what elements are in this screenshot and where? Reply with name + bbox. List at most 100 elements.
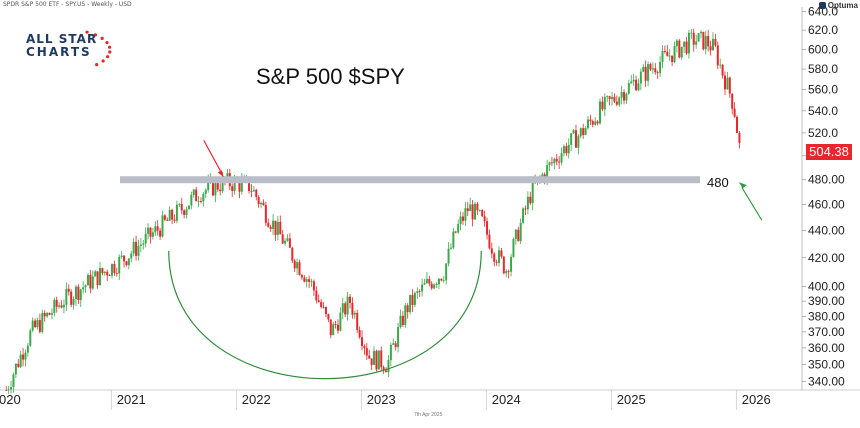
optuma-icon <box>818 2 826 9</box>
candle-body <box>207 180 210 190</box>
candle-body <box>685 41 688 54</box>
candle-body <box>370 358 373 365</box>
candle-body <box>522 208 525 223</box>
candle-body <box>474 203 476 220</box>
logo-star <box>100 36 104 40</box>
candle-body <box>586 119 589 129</box>
candle-body <box>632 79 635 82</box>
candle-body <box>195 189 198 202</box>
candle-body <box>327 314 330 320</box>
candle-body <box>84 285 87 288</box>
candle-body <box>505 271 508 274</box>
candle-body <box>147 227 150 234</box>
candle-body <box>567 144 570 154</box>
y-tick-label: 420.00 <box>808 251 845 265</box>
y-tick-label: 520.0 <box>808 126 838 140</box>
candle-body <box>41 313 44 332</box>
candle-body <box>178 204 181 205</box>
candle-body <box>399 315 402 328</box>
candle-body <box>709 46 712 51</box>
candle-body <box>349 296 351 303</box>
candle-body <box>368 355 371 359</box>
candle-body <box>577 136 580 148</box>
candle-body <box>495 261 498 263</box>
logo-star <box>108 50 112 54</box>
candle-body <box>651 68 654 70</box>
candle-body <box>303 277 306 282</box>
candle-body <box>654 68 657 73</box>
candle-body <box>637 83 640 91</box>
candle-body <box>219 189 222 192</box>
candle-body <box>82 287 85 290</box>
logo-star <box>101 59 105 63</box>
candle-body <box>286 238 289 241</box>
candle-body <box>608 96 611 100</box>
candle-body <box>123 255 126 262</box>
candle-body <box>269 226 272 229</box>
candle-body <box>591 121 594 125</box>
candle-body <box>620 92 623 98</box>
candle-body <box>127 258 130 266</box>
candle-body <box>137 245 140 256</box>
y-tick-label: 360.00 <box>808 341 845 355</box>
candle-body <box>317 300 320 302</box>
candle-body <box>257 196 260 205</box>
candle-body <box>630 81 633 84</box>
candle-body <box>322 306 325 308</box>
y-tick-label: 640.0 <box>808 5 838 19</box>
red-arrow-shaft <box>203 140 223 174</box>
candle-body <box>469 204 472 212</box>
candle-body <box>690 32 693 34</box>
candle-body <box>31 320 34 331</box>
candle-body <box>555 158 558 162</box>
y-tick-label: 600.0 <box>808 42 838 56</box>
support-arc <box>168 250 482 380</box>
candle-body <box>728 77 731 94</box>
candle-body <box>238 181 241 192</box>
candle-body <box>373 350 376 365</box>
candle-body <box>649 64 652 70</box>
x-tick-label: 2025 <box>617 392 646 407</box>
logo-star <box>85 30 89 34</box>
candle-body <box>65 288 68 305</box>
candle-body <box>680 46 683 58</box>
candle-body <box>382 367 385 371</box>
candle-body <box>726 77 729 90</box>
candle-body <box>279 221 282 235</box>
candle-body <box>211 178 214 196</box>
candle-body <box>714 38 717 46</box>
candle-body <box>490 248 493 254</box>
candle-body <box>361 337 364 347</box>
candle-body <box>120 255 123 257</box>
candle-body <box>671 55 674 62</box>
candle-body <box>437 278 440 285</box>
y-tick-label: 460.00 <box>808 198 845 212</box>
candle-body <box>36 320 39 328</box>
candle-body <box>695 41 698 45</box>
y-tick-label: 620.0 <box>808 23 838 37</box>
candle-body <box>397 327 400 348</box>
candle-body <box>440 278 443 281</box>
candle-body <box>166 219 169 221</box>
candle-body <box>430 283 433 289</box>
candle-body <box>156 226 159 231</box>
candle-body <box>613 96 616 102</box>
candle-body <box>502 256 505 274</box>
candle-body <box>29 330 32 346</box>
candle-body <box>707 35 710 47</box>
candle-body <box>250 190 253 192</box>
candle-body <box>67 288 70 292</box>
candle-body <box>500 250 503 257</box>
candle-body <box>89 275 92 289</box>
candle-body <box>562 146 565 154</box>
candle-body <box>618 97 621 105</box>
candle-body <box>642 66 645 72</box>
candle-body <box>411 294 414 305</box>
candle-body <box>334 324 337 325</box>
y-tick-label: 340.00 <box>808 374 845 388</box>
candle-body <box>72 299 75 305</box>
candle-body <box>389 344 392 361</box>
candle-body <box>579 128 582 137</box>
candle-body <box>26 345 29 353</box>
candle-body <box>344 303 347 315</box>
